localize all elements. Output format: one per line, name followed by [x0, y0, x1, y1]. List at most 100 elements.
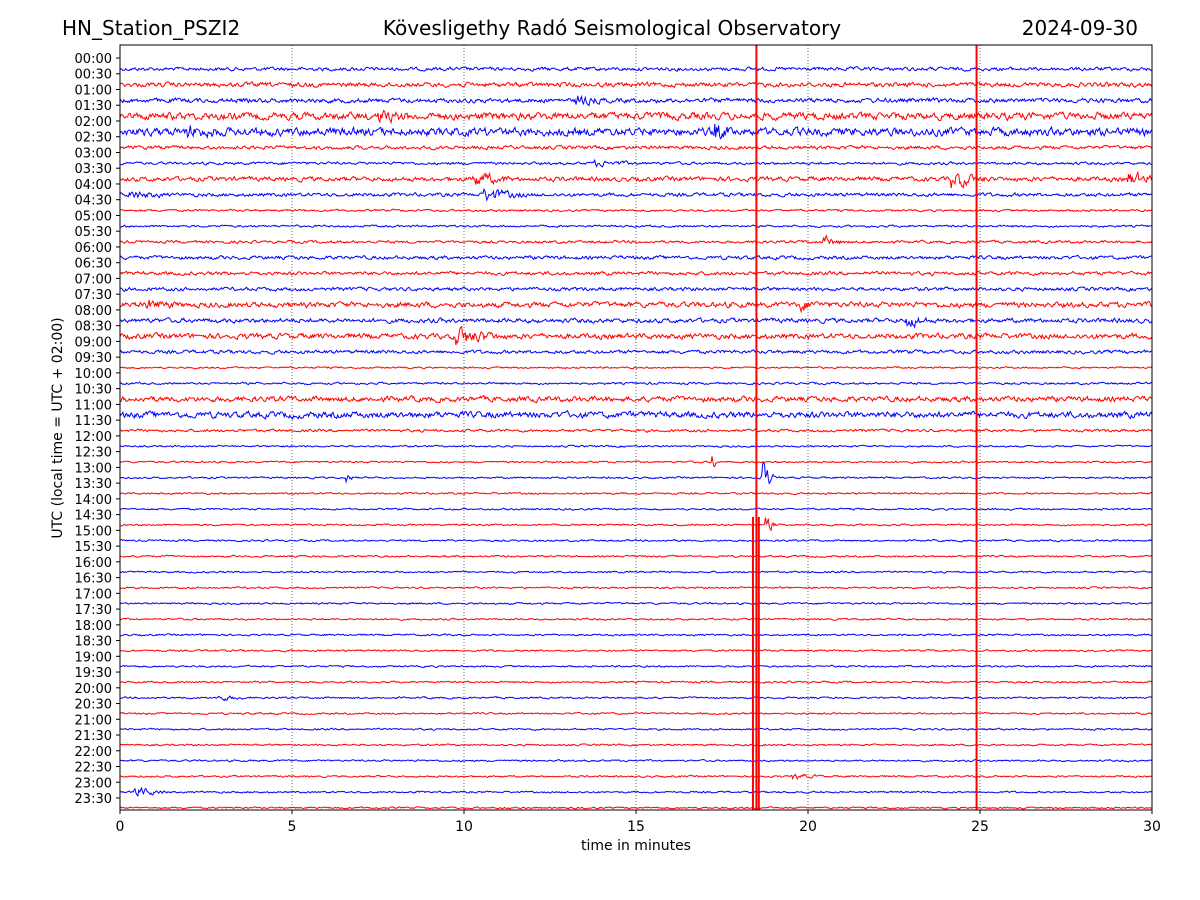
y-axis-label: UTC (local time = UTC + 02:00)	[50, 317, 66, 538]
y-tick-label: 16:30	[75, 572, 112, 587]
trace-17:30	[119, 617, 1152, 621]
y-tick-label: 13:00	[75, 461, 112, 476]
y-tick-label: 10:00	[75, 367, 112, 382]
y-tick-label: 23:00	[75, 776, 112, 791]
y-tick-label: 03:00	[75, 146, 112, 161]
trace-14:00	[119, 507, 1152, 511]
trace-11:00	[119, 409, 1153, 420]
trace-11:30	[120, 428, 1153, 433]
y-tick-label: 18:00	[75, 619, 112, 634]
y-tick-label: 12:00	[75, 430, 112, 445]
trace-00:30	[119, 81, 1153, 89]
trace-13:00	[119, 462, 1152, 485]
y-tick-label: 00:30	[75, 68, 112, 83]
trace-06:30	[119, 270, 1152, 277]
x-axis-label: time in minutes	[581, 838, 691, 854]
trace-18:30	[119, 648, 1153, 653]
trace-14:30	[119, 517, 1153, 532]
y-tick-label: 22:00	[75, 745, 112, 760]
y-tick-label: 11:30	[75, 414, 112, 429]
y-tick-label: 14:30	[75, 509, 112, 524]
trace-10:30	[119, 394, 1153, 404]
trace-17:00	[119, 601, 1153, 606]
trace-01:30	[119, 109, 1153, 125]
y-tick-label: 17:00	[75, 587, 112, 602]
y-tick-label: 19:30	[75, 666, 112, 681]
y-tick-label: 07:00	[75, 272, 112, 287]
date-title: 2024-09-30	[1021, 16, 1138, 40]
y-tick-label: 21:30	[75, 729, 112, 744]
y-tick-label: 09:30	[75, 351, 112, 366]
trace-23:00	[119, 786, 1153, 797]
trace-13:30	[119, 491, 1153, 496]
trace-06:00	[119, 254, 1153, 261]
y-tick-label: 22:30	[75, 761, 112, 776]
x-tick-label: 20	[799, 819, 817, 835]
trace-21:30	[119, 743, 1153, 747]
y-tick-label: 09:00	[75, 335, 112, 350]
trace-03:30	[119, 170, 1153, 190]
y-tick-label: 08:30	[75, 320, 112, 335]
trace-15:00	[119, 538, 1153, 543]
x-tick-label: 0	[116, 819, 125, 835]
y-tick-label: 23:30	[75, 792, 112, 807]
y-tick-label: 06:00	[75, 241, 112, 256]
trace-00:00	[119, 66, 1153, 72]
trace-15:30	[119, 554, 1153, 559]
x-tick-label: 25	[971, 819, 989, 835]
y-tick-label: 04:30	[75, 194, 112, 209]
trace-01:00	[119, 94, 1153, 107]
plot-frame	[119, 44, 1153, 811]
trace-09:00	[119, 349, 1153, 355]
y-tick-label: 02:00	[75, 115, 112, 130]
x-tick-label: 10	[455, 819, 473, 835]
y-tick-label: 10:30	[75, 383, 112, 398]
chart-title: Kövesligethy Radó Seismological Observat…	[382, 16, 842, 40]
trace-05:00	[119, 224, 1152, 229]
y-tick-label: 19:00	[75, 650, 112, 665]
trace-04:00	[119, 187, 1153, 202]
trace-22:30	[119, 773, 1153, 781]
y-tick-label: 20:30	[75, 698, 112, 713]
x-tick-label: 15	[627, 819, 645, 835]
y-tick-label: 13:30	[75, 477, 112, 492]
y-tick-label: 12:30	[75, 446, 112, 461]
trace-09:30	[119, 366, 1153, 370]
y-tick-label: 21:00	[75, 713, 112, 728]
x-tick-label: 30	[1143, 819, 1161, 835]
trace-07:00	[119, 286, 1153, 293]
trace-10:00	[119, 381, 1153, 386]
y-tick-label: 14:00	[75, 493, 112, 508]
trace-16:00	[119, 570, 1152, 574]
y-tick-label: 04:00	[75, 178, 112, 193]
trace-08:00	[119, 316, 1153, 329]
trace-18:00	[119, 633, 1153, 637]
trace-19:30	[119, 680, 1153, 684]
trace-16:30	[119, 586, 1153, 590]
trace-02:00	[119, 123, 1153, 140]
y-tick-label: 15:30	[75, 540, 112, 555]
y-tick-label: 17:30	[75, 603, 112, 618]
y-tick-label: 03:30	[75, 162, 112, 177]
y-tick-label: 06:30	[75, 257, 112, 272]
y-tick-label: 01:00	[75, 83, 112, 98]
y-tick-label: 05:30	[75, 225, 112, 240]
trace-22:00	[119, 758, 1153, 763]
y-tick-label: 20:00	[75, 682, 112, 697]
station-title: HN_Station_PSZI2	[62, 16, 241, 40]
trace-04:30	[119, 208, 1153, 213]
trace-20:30	[119, 711, 1153, 716]
y-tick-label: 08:00	[75, 304, 112, 319]
y-tick-label: 00:00	[75, 52, 112, 67]
y-tick-label: 01:30	[75, 99, 112, 114]
trace-21:00	[119, 727, 1153, 731]
y-tick-label: 05:00	[75, 209, 112, 224]
y-tick-label: 16:00	[75, 556, 112, 571]
trace-05:30	[119, 234, 1153, 245]
trace-08:30	[119, 325, 1153, 346]
y-tick-label: 11:00	[75, 398, 112, 413]
trace-12:00	[119, 444, 1152, 448]
y-tick-label: 02:30	[75, 131, 112, 146]
trace-19:00	[119, 664, 1153, 669]
